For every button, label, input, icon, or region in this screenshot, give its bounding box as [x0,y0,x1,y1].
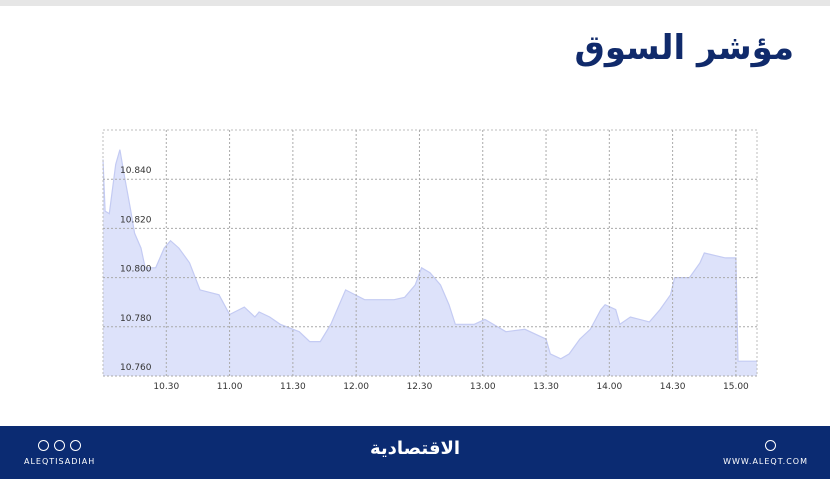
footer: ALEQTISADIAH الاقتصادية WWW.ALEQT.COM [0,426,830,479]
x-tick-label: 15.00 [723,382,749,392]
x-tick-label: 10.30 [153,382,179,392]
web-icon[interactable] [765,440,776,451]
x-tick-label: 13.30 [533,382,559,392]
instagram-icon[interactable] [38,440,49,451]
y-tick-label: 10.780 [120,314,152,324]
y-tick-label: 10.820 [120,215,152,225]
chart: 10.760 10.780 10.800 10.820 10.840 10.30 11.00… [102,129,758,392]
x-tick-label: 12.30 [407,382,433,392]
twitter-icon[interactable] [70,440,81,451]
social-handle: ALEQTISADIAH [24,457,96,466]
y-tick-label: 10.840 [120,166,152,176]
website: WWW.ALEQT.COM [723,457,808,466]
area-line [102,149,757,362]
logo: الاقتصادية [369,438,461,459]
x-tick-label: 11.30 [280,382,306,392]
y-tick-label: 10.760 [120,363,152,373]
x-tick-label: 12.00 [343,382,369,392]
x-tick-label: 14.30 [660,382,686,392]
x-tick-label: 11.00 [217,382,243,392]
plot-border [102,129,758,377]
area [103,149,757,376]
facebook-icon[interactable] [54,440,65,451]
top-strip [0,0,830,6]
x-tick-label: 14.00 [596,382,622,392]
x-tick-label: 13.00 [470,382,496,392]
chart-title: مؤشر السوق [574,28,794,68]
y-tick-label: 10.800 [120,265,152,275]
